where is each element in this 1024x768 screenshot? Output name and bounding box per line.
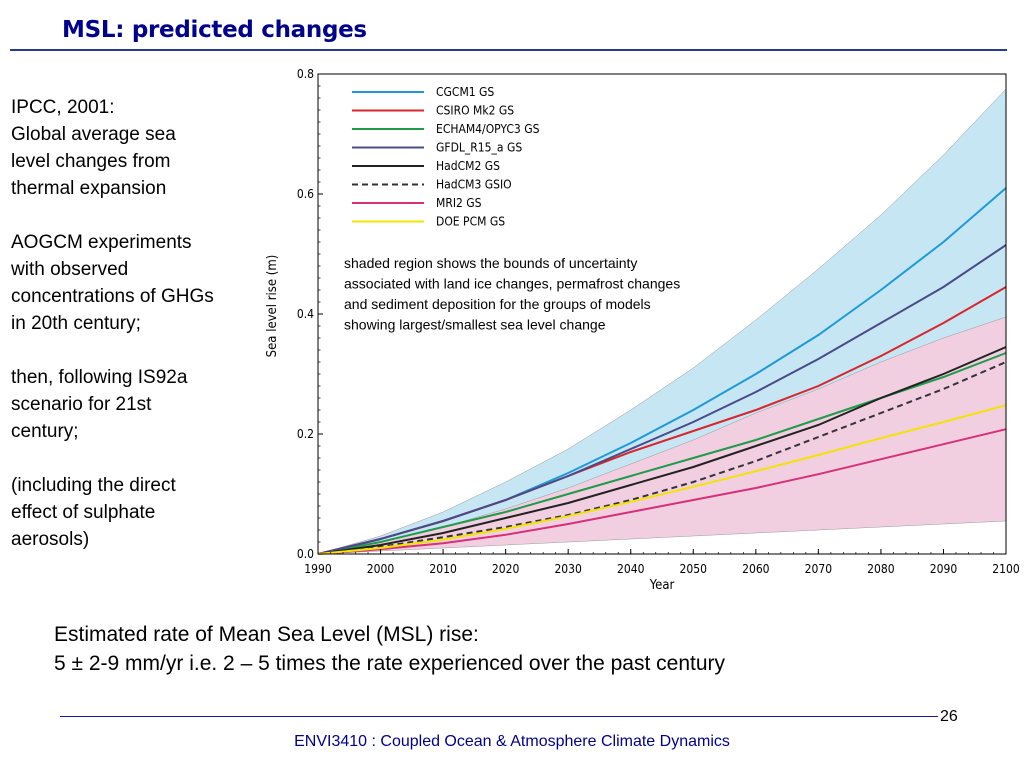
y-tick-label: 0.0 xyxy=(297,547,314,561)
text-line: with observed xyxy=(11,259,129,280)
x-tick-label: 1990 xyxy=(304,562,332,576)
chart-annotation-line: and sediment deposition for the groups o… xyxy=(344,296,651,312)
left-description: IPCC, 2001: Global average sea level cha… xyxy=(11,94,261,580)
y-tick-label: 0.4 xyxy=(297,307,314,321)
legend-label-1: CSIRO Mk2 GS xyxy=(436,104,514,118)
x-tick-label: 2000 xyxy=(367,562,395,576)
x-tick-label: 2040 xyxy=(617,562,645,576)
slide-title: MSL: predicted changes xyxy=(62,17,367,43)
legend-label-7: DOE PCM GS xyxy=(436,215,505,229)
legend-label-6: MRI2 GS xyxy=(436,196,482,210)
paragraph-aogcm: AOGCM experiments with observed concentr… xyxy=(11,229,261,337)
y-tick-label: 0.2 xyxy=(297,427,314,441)
series-line-7 xyxy=(317,404,1007,555)
text-line: (including the direct xyxy=(11,475,176,496)
sea-level-chart: 1990 2000 2010 2020 2030 2040 2050 2060 2070 2080… xyxy=(265,67,1020,593)
legend-label-4: HadCM2 GS xyxy=(436,159,500,173)
footer-rule xyxy=(60,716,938,717)
legend-label-2: ECHAM4/OPYC3 GS xyxy=(436,122,540,136)
rate-summary-line-1: Estimated rate of Mean Sea Level (MSL) r… xyxy=(54,623,479,646)
text-line: scenario for 21st xyxy=(11,394,152,415)
legend-label-3: GFDL_R15_a GS xyxy=(436,141,522,155)
series-line-5 xyxy=(317,361,1007,555)
legend-label-0: CGCM1 GS xyxy=(436,85,494,99)
rate-summary-line-2: 5 ± 2-9 mm/yr i.e. 2 – 5 times the rate … xyxy=(54,652,726,675)
paragraph-ipcc: IPCC, 2001: Global average sea level cha… xyxy=(11,94,261,202)
footer-course-title: ENVI3410 : Coupled Ocean & Atmosphere Cl… xyxy=(294,733,730,750)
y-axis-label: Sea level rise (m) xyxy=(265,255,280,358)
x-tick-label: 2050 xyxy=(680,562,708,576)
x-tick-label: 2090 xyxy=(930,562,958,576)
x-tick-label: 2080 xyxy=(867,562,895,576)
title-rule xyxy=(10,49,1007,51)
text-line: in 20th century; xyxy=(11,313,141,334)
text-line: level changes from xyxy=(11,151,171,172)
text-line: thermal expansion xyxy=(11,178,167,199)
text-line: IPCC, 2001: xyxy=(11,97,115,118)
x-tick-label: 2010 xyxy=(429,562,457,576)
text-line: AOGCM experiments xyxy=(11,232,192,253)
text-line: Global average sea xyxy=(11,124,176,145)
x-tick-label: 2100 xyxy=(992,562,1020,576)
x-tick-label: 2070 xyxy=(805,562,833,576)
y-tick-label: 0.6 xyxy=(297,187,314,201)
paragraph-scenario: then, following IS92a scenario for 21st … xyxy=(11,364,261,445)
rate-summary: Estimated rate of Mean Sea Level (MSL) r… xyxy=(54,620,725,678)
y-tick-label: 0.8 xyxy=(297,67,314,81)
chart-annotation-line: shaded region shows the bounds of uncert… xyxy=(344,255,637,271)
paragraph-aerosols: (including the direct effect of sulphate… xyxy=(11,472,261,553)
series-line-6 xyxy=(317,428,1007,555)
series-line-3 xyxy=(317,244,1007,555)
x-tick-label: 2060 xyxy=(742,562,770,576)
x-tick-label: 2030 xyxy=(554,562,582,576)
page-number: 26 xyxy=(940,708,958,725)
chart-annotation-line: showing largest/smallest sea level chang… xyxy=(344,317,606,333)
chart-annotation-line: associated with land ice changes, permaf… xyxy=(344,276,680,292)
text-line: concentrations of GHGs xyxy=(11,286,214,307)
text-line: aerosols) xyxy=(11,529,90,550)
series-line-4 xyxy=(317,346,1007,555)
text-line: century; xyxy=(11,421,79,442)
x-axis-label: Year xyxy=(649,578,675,593)
text-line: effect of sulphate xyxy=(11,502,156,523)
legend-label-5: HadCM3 GSIO xyxy=(436,178,512,192)
text-line: then, following IS92a xyxy=(11,367,188,388)
x-tick-label: 2020 xyxy=(492,562,520,576)
